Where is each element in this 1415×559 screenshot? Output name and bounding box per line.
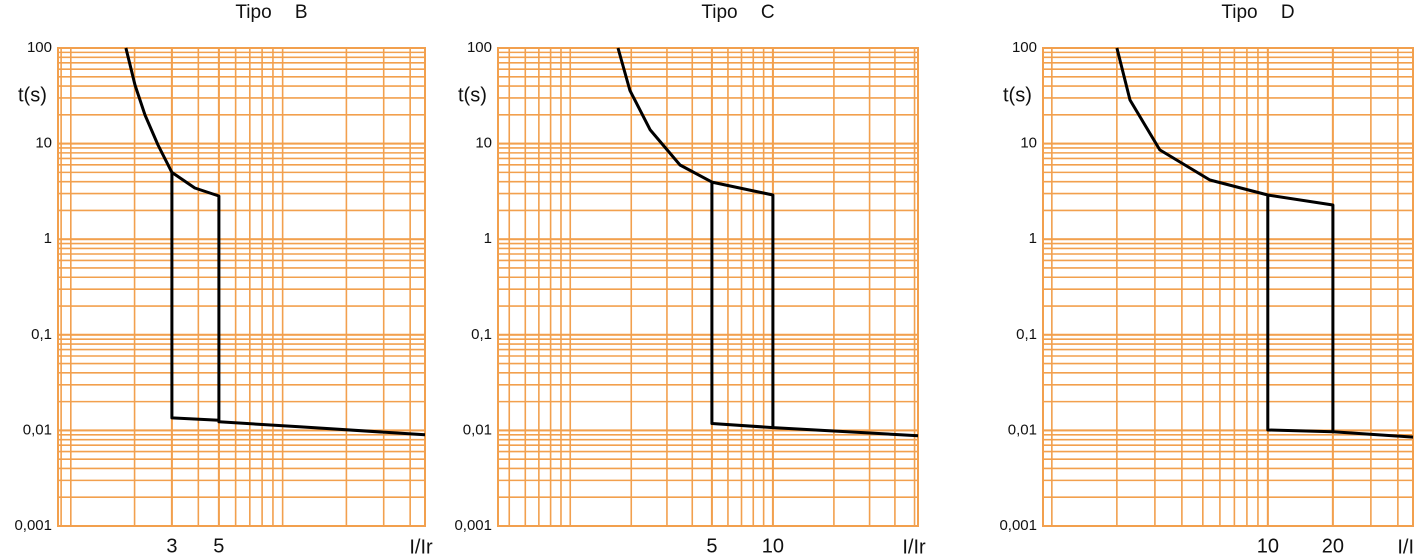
x-tick-label: 10 (762, 535, 784, 557)
y-axis-label: t(s) (458, 84, 487, 106)
y-tick-label: 0,01 (1008, 421, 1037, 438)
y-tick-label: 0,001 (454, 517, 492, 534)
trip-curve (1115, 47, 1414, 439)
y-tick-label: 0,1 (1016, 326, 1037, 343)
x-tick-label: 5 (213, 535, 224, 557)
y-tick-label: 0,001 (14, 517, 52, 534)
y-axis-label: t(s) (1003, 84, 1032, 106)
x-axis-label: I/Ir (1397, 536, 1415, 558)
y-tick-label: 100 (27, 39, 52, 56)
y-tick-label: 1 (44, 230, 52, 247)
x-axis-label: I/Ir (409, 536, 433, 558)
x-axis-label: I/Ir (902, 536, 926, 558)
y-tick-label: 1 (484, 230, 492, 247)
y-tick-label: 1 (1029, 230, 1037, 247)
chart-title: Tipo C (701, 2, 774, 23)
x-tick-label: 20 (1322, 535, 1344, 557)
y-tick-label: 0,01 (23, 421, 52, 438)
plot-frame (57, 47, 426, 527)
x-tick-label: 3 (166, 535, 177, 557)
x-tick-label: 10 (1257, 535, 1279, 557)
x-tick-label: 5 (706, 535, 717, 557)
trip-curve (616, 47, 919, 438)
y-tick-label: 0,01 (463, 421, 492, 438)
chart-title: Tipo D (1221, 2, 1294, 23)
plot-frame (1042, 47, 1414, 527)
y-tick-label: 0,1 (471, 326, 492, 343)
chart-title: Tipo B (235, 2, 307, 23)
y-tick-label: 100 (1012, 39, 1037, 56)
y-tick-label: 10 (1020, 135, 1037, 152)
y-axis-label: t(s) (18, 84, 47, 106)
trip-curve (124, 47, 426, 437)
y-tick-label: 10 (35, 135, 52, 152)
y-tick-label: 100 (467, 39, 492, 56)
y-tick-label: 0,1 (31, 326, 52, 343)
y-tick-label: 10 (475, 135, 492, 152)
y-tick-label: 0,001 (999, 517, 1037, 534)
